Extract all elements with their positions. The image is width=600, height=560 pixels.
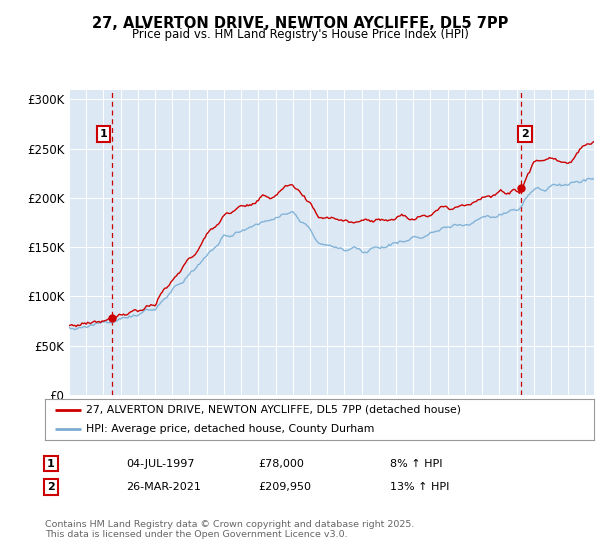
Text: Price paid vs. HM Land Registry's House Price Index (HPI): Price paid vs. HM Land Registry's House … [131, 28, 469, 41]
Text: HPI: Average price, detached house, County Durham: HPI: Average price, detached house, Coun… [86, 424, 374, 434]
Text: 13% ↑ HPI: 13% ↑ HPI [390, 482, 449, 492]
Text: Contains HM Land Registry data © Crown copyright and database right 2025.
This d: Contains HM Land Registry data © Crown c… [45, 520, 415, 539]
Text: 27, ALVERTON DRIVE, NEWTON AYCLIFFE, DL5 7PP (detached house): 27, ALVERTON DRIVE, NEWTON AYCLIFFE, DL5… [86, 405, 461, 415]
Text: £78,000: £78,000 [258, 459, 304, 469]
Text: 27, ALVERTON DRIVE, NEWTON AYCLIFFE, DL5 7PP: 27, ALVERTON DRIVE, NEWTON AYCLIFFE, DL5… [92, 16, 508, 31]
Text: 2: 2 [47, 482, 55, 492]
Text: 2: 2 [521, 129, 529, 139]
Text: 1: 1 [100, 129, 107, 139]
Text: 1: 1 [47, 459, 55, 469]
Text: £209,950: £209,950 [258, 482, 311, 492]
Text: 8% ↑ HPI: 8% ↑ HPI [390, 459, 443, 469]
Text: 04-JUL-1997: 04-JUL-1997 [126, 459, 194, 469]
Text: 26-MAR-2021: 26-MAR-2021 [126, 482, 201, 492]
